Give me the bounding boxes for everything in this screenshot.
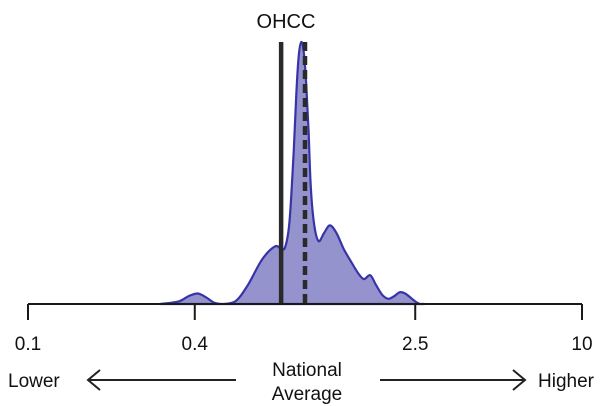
x-ticks bbox=[27, 304, 583, 320]
average-label: Average bbox=[272, 384, 342, 405]
x-tick-label: 2.5 bbox=[402, 334, 428, 355]
national-label: National bbox=[272, 360, 342, 381]
left-arrow-head bbox=[86, 369, 101, 391]
chart-title: OHCC bbox=[257, 11, 316, 33]
right-arrow-head bbox=[512, 369, 527, 391]
higher-label: Higher bbox=[538, 371, 595, 392]
x-tick-label: 0.4 bbox=[182, 334, 209, 355]
lower-label: Lower bbox=[8, 371, 60, 392]
x-tick-label: 0.1 bbox=[15, 334, 41, 355]
x-tick-label: 10 bbox=[571, 334, 592, 355]
x-tick-labels: 0.1 0.4 2.5 10 bbox=[15, 334, 593, 355]
density-area bbox=[160, 40, 425, 306]
